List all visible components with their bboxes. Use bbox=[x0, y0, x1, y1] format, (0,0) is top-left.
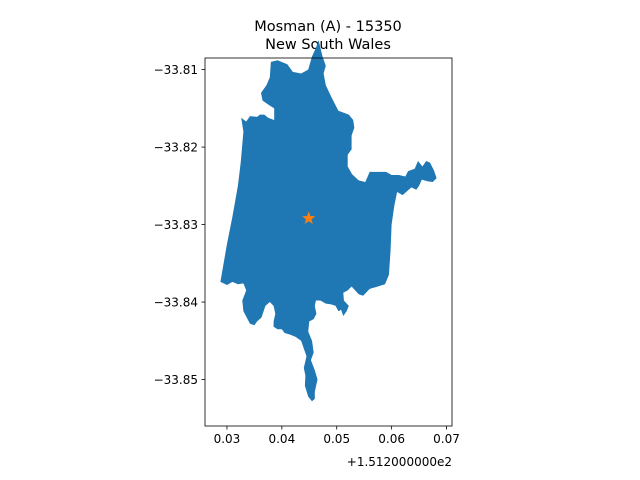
x-tick-label: 0.06 bbox=[378, 432, 405, 446]
x-tick-label: 0.04 bbox=[268, 432, 295, 446]
y-tick-label: −33.84 bbox=[154, 296, 198, 310]
x-tick-label: 0.03 bbox=[214, 432, 241, 446]
x-offset-label: +1.512000000e2 bbox=[347, 455, 452, 469]
y-tick-label: −33.82 bbox=[154, 141, 198, 155]
chart-title-line1: Mosman (A) - 15350 bbox=[254, 19, 402, 35]
y-tick-label: −33.81 bbox=[154, 63, 198, 77]
y-tick-label: −33.85 bbox=[154, 373, 198, 387]
x-axis: 0.03 0.04 0.05 0.06 0.07 bbox=[214, 426, 460, 446]
chart-title-line2: New South Wales bbox=[265, 37, 391, 53]
region-polygon bbox=[220, 40, 437, 402]
centroid-star-marker bbox=[302, 211, 316, 225]
y-axis: −33.81 −33.82 −33.83 −33.84 −33.85 bbox=[154, 63, 205, 387]
x-tick-label: 0.05 bbox=[323, 432, 350, 446]
plot-area bbox=[220, 40, 437, 402]
x-tick-label: 0.07 bbox=[433, 432, 460, 446]
axes-frame bbox=[204, 57, 453, 427]
y-tick-label: −33.83 bbox=[154, 218, 198, 232]
